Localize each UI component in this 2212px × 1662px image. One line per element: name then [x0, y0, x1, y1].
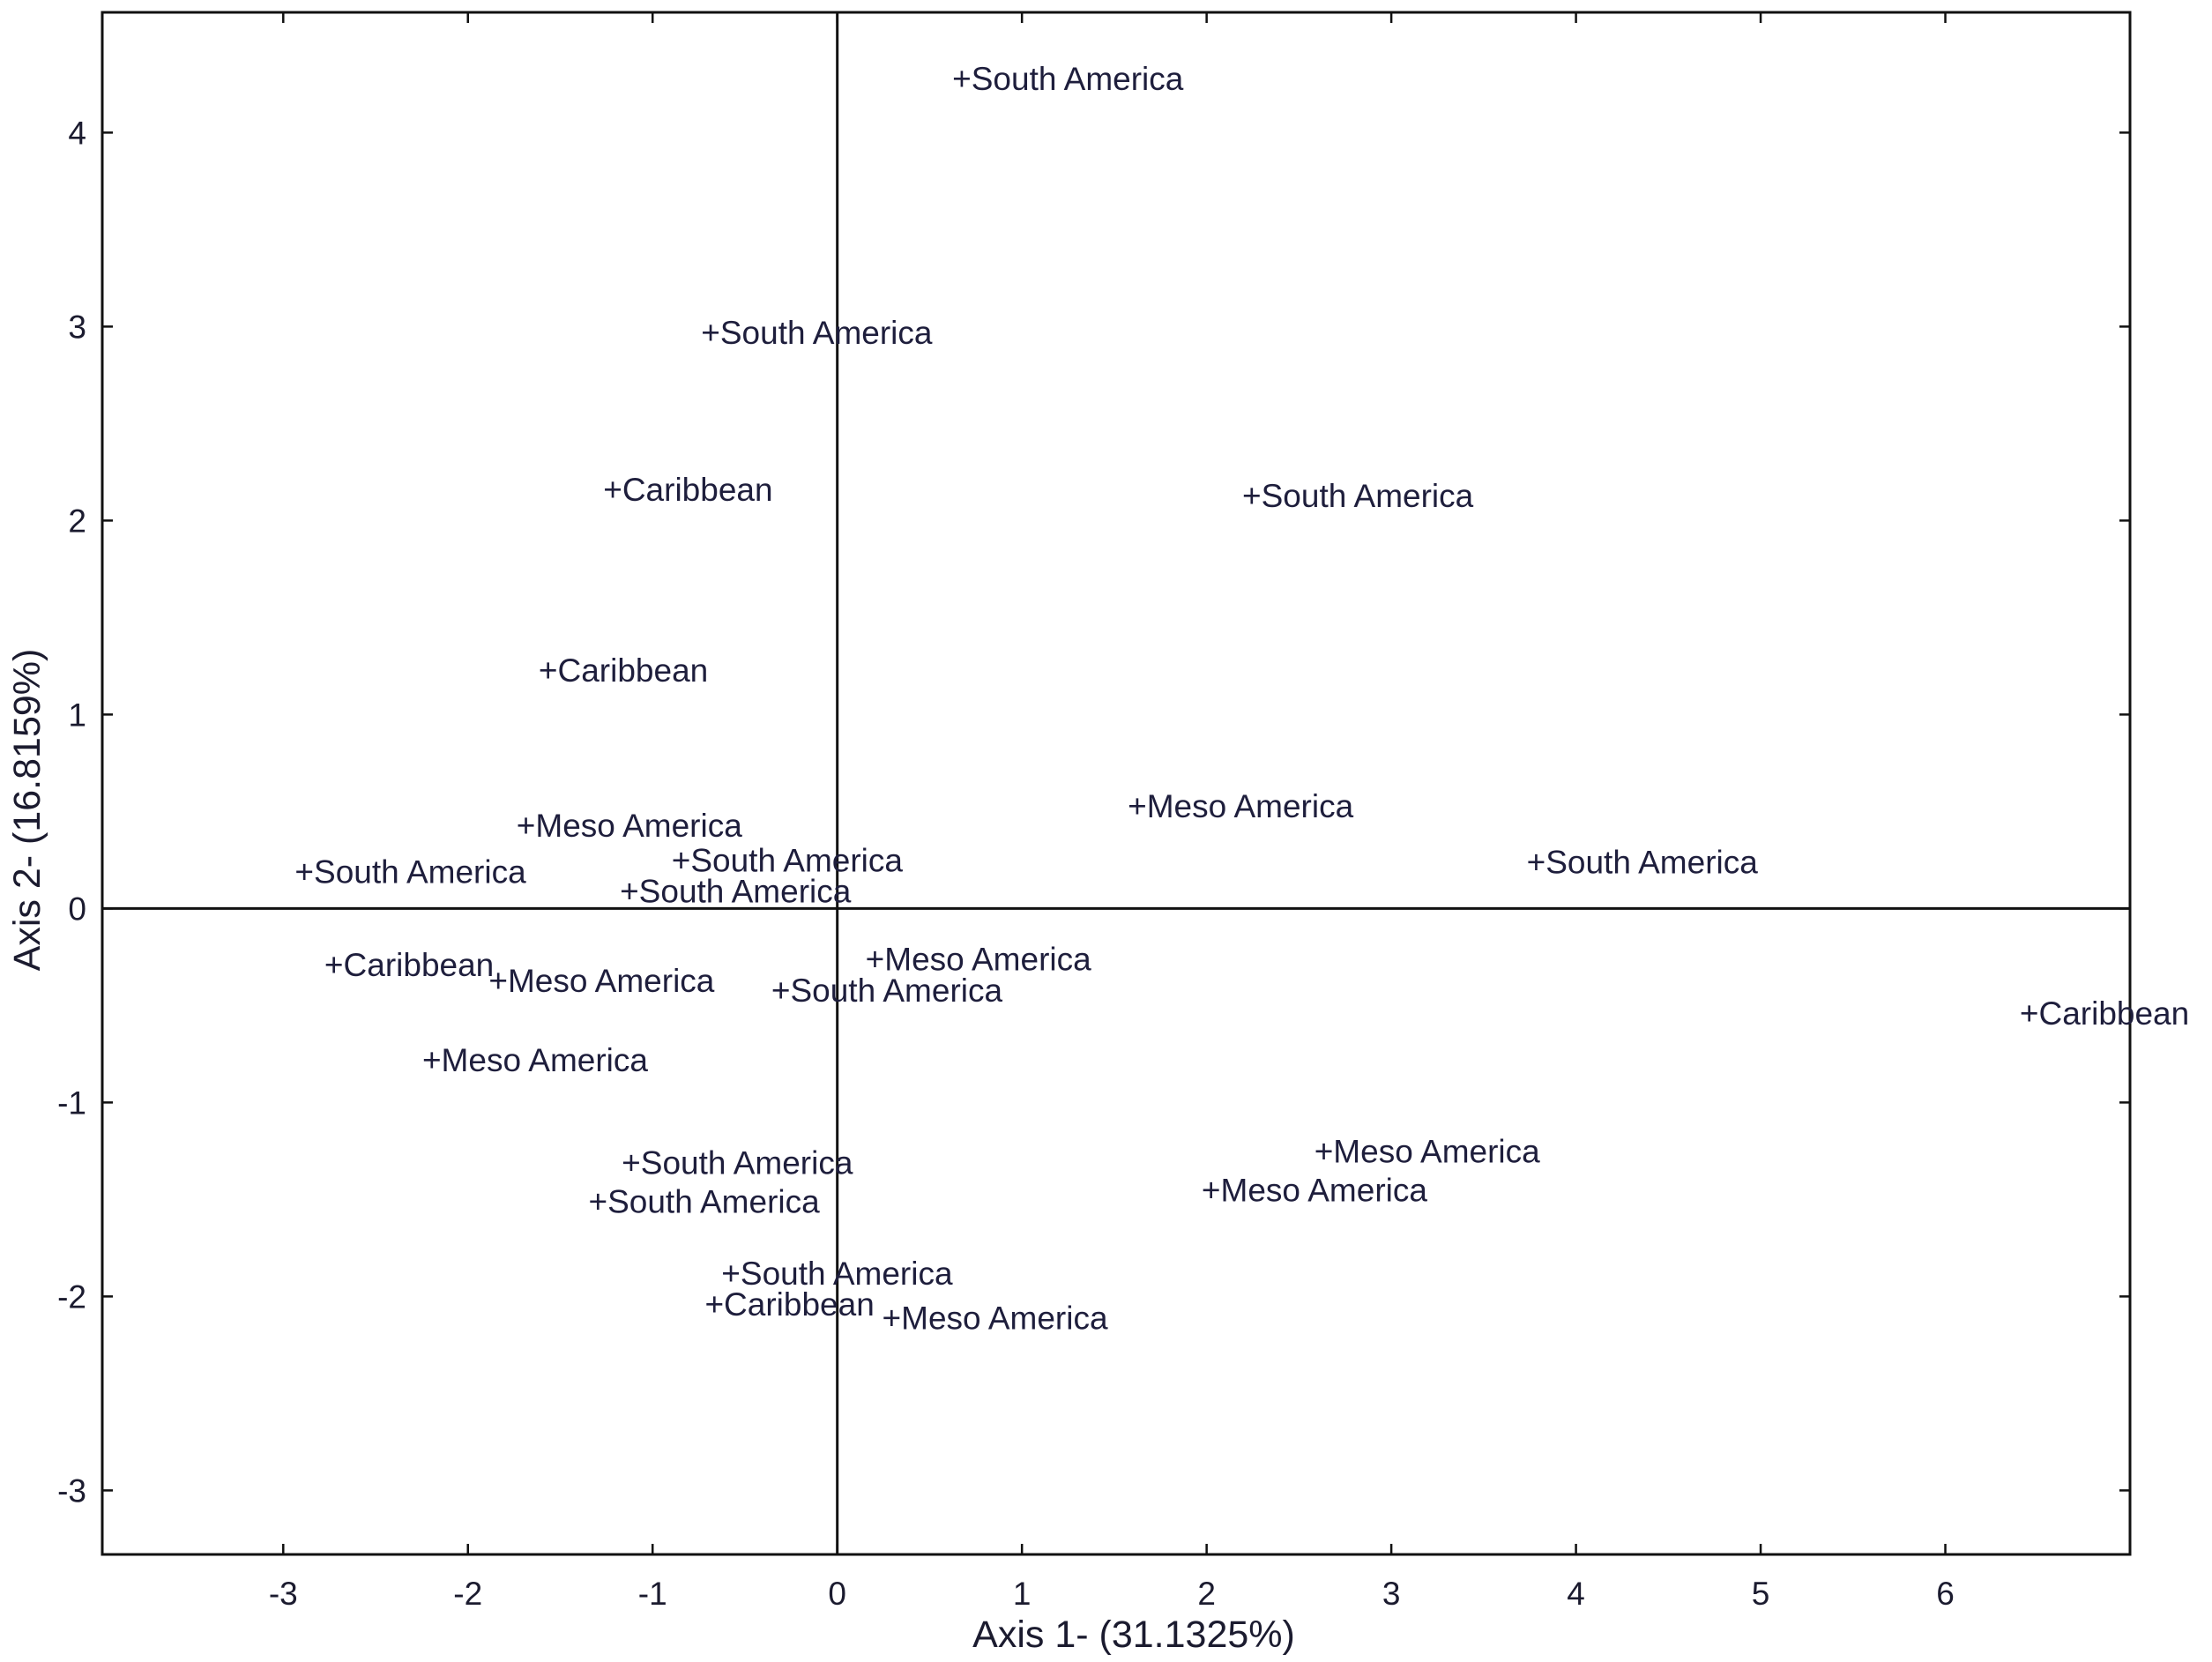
- data-point-label: +South America: [294, 854, 526, 891]
- axis-ticks: -3 -2 -1 0 1 2 3 4 5 6 -3 -2 -1 0 1 2 3 4: [57, 12, 2130, 1612]
- x-tick-label: -2: [453, 1576, 482, 1612]
- data-points: +South America+South America+Caribbean +S…: [294, 61, 2189, 1337]
- x-tick-label: -1: [638, 1576, 667, 1612]
- data-point-label: +Meso America: [1315, 1133, 1540, 1169]
- x-tick-label: 2: [1197, 1576, 1216, 1612]
- y-axis-title: Axis 2- (16.8159%): [6, 649, 48, 972]
- x-tick-label: 3: [1382, 1576, 1401, 1612]
- y-tick-label: -1: [57, 1084, 86, 1121]
- data-point-label: +Caribbean: [2020, 995, 2189, 1032]
- y-tick-label: -3: [57, 1472, 86, 1509]
- data-point-label: +Meso America: [517, 808, 742, 844]
- data-point-label: +South America: [622, 1145, 853, 1181]
- data-point-label: +South America: [701, 315, 933, 351]
- data-point-label: +South America: [721, 1256, 953, 1292]
- x-tick-label: 1: [1013, 1576, 1032, 1612]
- data-point-label: +South America: [1527, 845, 1759, 881]
- data-point-label: +South America: [771, 973, 1003, 1009]
- y-tick-label: 1: [68, 697, 86, 733]
- y-tick-label: -2: [57, 1278, 86, 1315]
- data-point-label: +Meso America: [866, 942, 1091, 978]
- data-point-label: +Caribbean: [539, 652, 708, 689]
- x-tick-label: 0: [828, 1576, 846, 1612]
- x-axis-title: Axis 1- (31.1325%): [972, 1614, 1295, 1656]
- data-point-label: +South America: [588, 1184, 820, 1220]
- data-point-label: +Meso America: [883, 1301, 1108, 1337]
- data-point-label: +South America: [620, 874, 852, 910]
- data-point-label: +Caribbean: [603, 472, 772, 508]
- y-tick-label: 2: [68, 503, 86, 539]
- plot-frame: [101, 11, 2132, 1556]
- x-tick-label: 6: [1936, 1576, 1955, 1612]
- y-tick-label: 4: [68, 115, 86, 151]
- y-tick-label: 0: [68, 891, 86, 927]
- data-point-label: +Caribbean: [704, 1286, 874, 1323]
- data-point-label: +Meso America: [1128, 788, 1353, 824]
- data-point-label: +South America: [952, 61, 1184, 97]
- reference-lines: [102, 12, 2130, 1554]
- data-point-label: +Meso America: [488, 963, 714, 999]
- x-tick-label: 5: [1752, 1576, 1770, 1612]
- data-point-label: +Meso America: [1202, 1172, 1427, 1208]
- data-point-label: +Caribbean: [324, 947, 494, 983]
- data-point-label: +South America: [672, 842, 904, 878]
- x-tick-label: -3: [269, 1576, 298, 1612]
- x-tick-label: 4: [1567, 1576, 1585, 1612]
- data-point-label: +South America: [1242, 478, 1474, 514]
- y-tick-label: 3: [68, 309, 86, 345]
- data-point-label: +Meso America: [422, 1042, 648, 1078]
